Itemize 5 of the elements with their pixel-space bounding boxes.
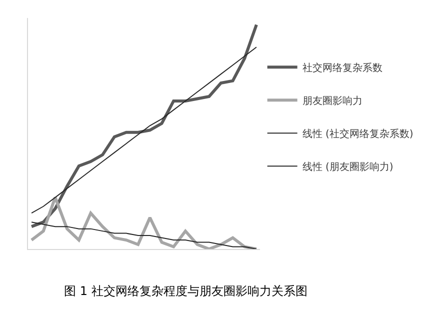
legend-label: 线性 (社交网络复杂系数)	[302, 128, 414, 140]
legend-label: 朋友圈影响力	[302, 95, 362, 108]
legend-label: 线性 (朋友圈影响力)	[302, 161, 394, 174]
text: 图 1 社交网络复杂程度与朋友圈影响力关系图	[64, 284, 308, 298]
legend-label: 社交网络复杂系数	[302, 62, 382, 74]
